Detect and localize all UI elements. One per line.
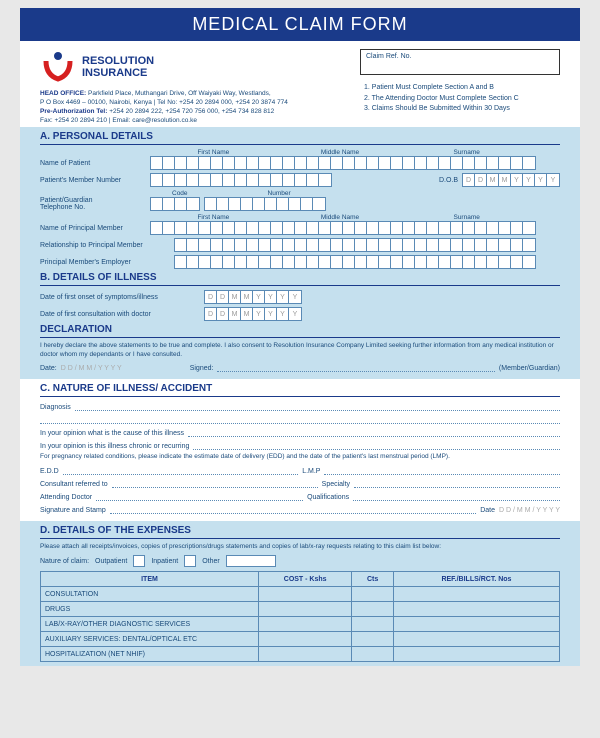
head-office: HEAD OFFICE: Parkfield Place, Muthangari… [40,89,340,125]
form-title: MEDICAL CLAIM FORM [20,8,580,41]
decl-signed-label: Signed: [190,365,214,372]
expenses-instr: Please attach all receipts/invoices, cop… [40,543,560,551]
doctor-label: Attending Doctor [40,494,92,501]
inpatient-checkbox[interactable] [184,555,196,567]
sig-label: Signature and Stamp [40,507,106,514]
diagnosis-input[interactable] [75,401,560,411]
consultant-label: Consultant referred to [40,481,108,488]
outpatient-checkbox[interactable] [133,555,145,567]
other-checkbox[interactable] [226,555,276,567]
member-no-input[interactable] [150,173,332,187]
section-c-title: C. NATURE OF ILLNESS/ ACCIDENT [40,383,560,397]
tel-number-input[interactable] [204,197,326,211]
principal-label: Name of Principal Member [40,225,146,232]
onset-date-input[interactable]: DDMMYYYY [204,290,302,304]
c-date-input[interactable]: D D / M M / Y Y Y Y [499,507,560,514]
employer-label: Principal Member's Employer [40,259,170,266]
sig-input[interactable] [110,504,476,514]
table-row: LAB/X-RAY/OTHER DIAGNOSTIC SERVICES [41,617,560,632]
claim-ref-box[interactable]: Claim Ref. No. [360,49,560,75]
dob-input[interactable]: DDMMYYYY [462,173,560,187]
consultant-input[interactable] [112,478,318,488]
lmp-label: L.M.P [302,468,320,475]
consult-label: Date of first consultation with doctor [40,311,200,318]
relationship-label: Relationship to Principal Member [40,242,170,249]
patient-name-input[interactable] [150,156,536,170]
c-date-label: Date [480,507,495,514]
section-d: D. DETAILS OF THE EXPENSES Please attach… [20,521,580,666]
relationship-input[interactable] [174,238,536,252]
declaration-title: DECLARATION [40,324,560,338]
header-row: RESOLUTION INSURANCE HEAD OFFICE: Parkfi… [20,41,580,127]
edd-label: E.D.D [40,468,59,475]
company-logo: RESOLUTION INSURANCE [40,49,340,85]
section-a: A. PERSONAL DETAILS First NameMiddle Nam… [20,127,580,379]
tel-label: Patient/Guardian Telephone No. [40,197,146,211]
employer-input[interactable] [174,255,536,269]
quals-label: Qualifications [307,494,349,501]
section-d-title: D. DETAILS OF THE EXPENSES [40,525,560,539]
member-no-label: Patient's Member Number [40,177,146,184]
cause-input[interactable] [188,427,560,437]
nature-of-claim: Nature of claim: Outpatient Inpatient Ot… [40,555,560,567]
specialty-label: Specialty [322,481,350,488]
diagnosis-label: Diagnosis [40,404,71,411]
dob-label: D.O.B [439,177,458,184]
decl-role: (Member/Guardian) [499,365,560,372]
onset-label: Date of first onset of symptoms/illness [40,294,200,301]
lmp-input[interactable] [324,465,560,475]
logo-icon [40,49,76,85]
chronic-label: In your opinion is this illness chronic … [40,443,189,450]
table-row: DRUGS [41,602,560,617]
section-c: C. NATURE OF ILLNESS/ ACCIDENT Diagnosis… [20,379,580,520]
doctor-input[interactable] [96,491,303,501]
tel-code-input[interactable] [150,197,200,211]
table-row: CONSULTATION [41,587,560,602]
patient-name-label: Name of Patient [40,160,146,167]
decl-date-label: Date: [40,365,57,372]
decl-signature-line[interactable] [217,362,494,372]
section-a-title: A. PERSONAL DETAILS [40,131,560,145]
decl-date-input[interactable]: D D / M M / Y Y Y Y [61,365,122,372]
table-row: AUXILIARY SERVICES: DENTAL/OPTICAL ETC [41,632,560,647]
instructions: 1. Patient Must Complete Section A and B… [360,83,560,115]
chronic-input[interactable] [193,440,560,450]
company-name-2: INSURANCE [82,67,154,79]
company-name-1: RESOLUTION [82,55,154,67]
edd-input[interactable] [63,465,299,475]
cause-label: In your opinion what is the cause of thi… [40,430,184,437]
pregnancy-note: For pregnancy related conditions, please… [40,453,560,461]
specialty-input[interactable] [354,478,560,488]
section-b-title: B. DETAILS OF ILLNESS [40,272,560,286]
principal-input[interactable] [150,221,536,235]
quals-input[interactable] [353,491,560,501]
table-row: HOSPITALIZATION (NET NHIF) [41,647,560,662]
consult-date-input[interactable]: DDMMYYYY [204,307,302,321]
declaration-text: I hereby declare the above statements to… [40,342,560,359]
form-page: MEDICAL CLAIM FORM RESOLUTION INSURANCE … [20,8,580,666]
expenses-table: ITEM COST - Kshs Cts REF./BILLS/RCT. Nos… [40,571,560,662]
